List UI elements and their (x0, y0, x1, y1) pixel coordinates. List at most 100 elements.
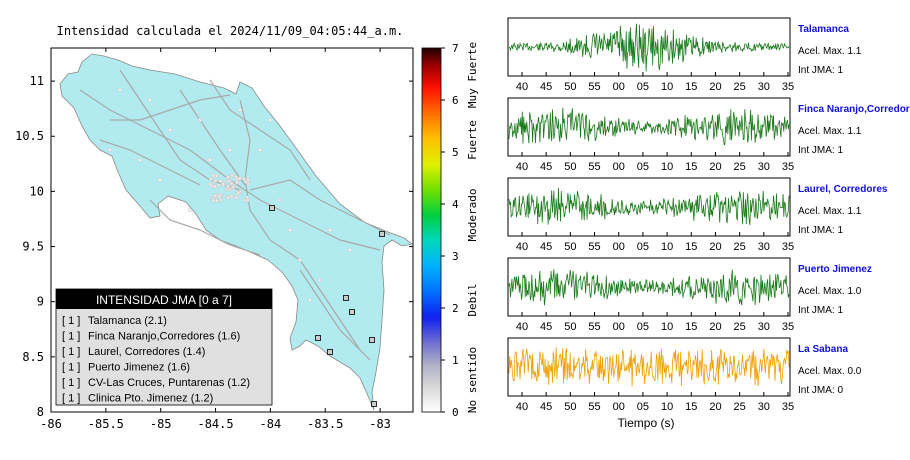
time-tick-label: 55 (588, 321, 600, 333)
waveform-panels: 40 45 50 55 00 05 10 15 20 25 30 35 Talamanca Acel. M… (507, 17, 910, 413)
station-point (211, 198, 216, 203)
time-tick-label: 35 (782, 401, 794, 413)
colorbar-tick-label: 1 (452, 354, 459, 367)
station-point (220, 182, 225, 187)
stations-layer (107, 87, 353, 303)
lon-tick-label: -85.5 (88, 417, 124, 431)
station-point (237, 107, 242, 112)
time-tick-label: 15 (685, 321, 697, 333)
time-tick-label: 40 (516, 321, 528, 333)
lon-tick-label: -85 (150, 417, 172, 431)
road (299, 269, 371, 361)
time-tick-label: 25 (734, 321, 746, 333)
colorbar-category-label: Fuerte (466, 120, 479, 160)
station-point (187, 207, 192, 212)
station-point (213, 178, 218, 183)
time-tick-label: 40 (516, 241, 528, 253)
station-point (227, 147, 232, 152)
waveform-trace (508, 347, 790, 387)
time-tick-label: 10 (661, 161, 673, 173)
road (179, 89, 246, 186)
station-point (207, 157, 212, 162)
road (249, 179, 391, 236)
legend-item-level: [ 1 ] (62, 331, 80, 343)
map-panel: -86 -85.5 -85 -84.5 -84 -83.5 -83 8 8.5 9 9.5 10 10… (15, 47, 414, 431)
colorbar-gradient (421, 47, 442, 413)
station-point (226, 179, 231, 184)
station-marker (269, 205, 275, 211)
time-tick-label: 00 (613, 81, 625, 93)
legend-item-label: Puerto Jimenez (1.6) (88, 362, 190, 374)
time-tick-label: 00 (613, 321, 625, 333)
station-point (218, 197, 223, 202)
station-int-jma: Int JMA: 1 (798, 225, 843, 236)
station-name: La Sabana (798, 344, 848, 355)
time-tick-label: 15 (685, 81, 697, 93)
latitude-axis: 8 8.5 9 9.5 10 10.5 11 (15, 74, 413, 419)
station-int-jma: Int JMA: 0 (798, 385, 843, 396)
waveform-panel: 40 45 50 55 00 05 10 15 20 25 30 35 Puerto Jimenez Ac… (507, 257, 872, 333)
time-tick-label: 05 (637, 241, 649, 253)
time-tick-label: 50 (564, 241, 576, 253)
time-tick-label: 40 (516, 401, 528, 413)
time-tick-label: 35 (782, 241, 794, 253)
map-title: Intensidad calculada el 2024/11/09_04:05… (57, 24, 404, 38)
lat-tick-label: 9.5 (22, 240, 44, 254)
time-tick-label: 05 (637, 401, 649, 413)
colorbar-tick-label: 0 (452, 406, 459, 419)
station-marker (327, 349, 333, 355)
station-acel-max: Acel. Max. 0.0 (798, 366, 862, 377)
road (209, 79, 311, 181)
station-point (268, 117, 273, 122)
station-marker (343, 295, 349, 301)
station-point (234, 180, 239, 185)
station-point (197, 117, 202, 122)
station-point (137, 157, 142, 162)
time-tick-label: 15 (685, 161, 697, 173)
waveform-frame (507, 17, 791, 77)
time-tick-label: 55 (588, 241, 600, 253)
road (239, 99, 361, 351)
legend-item-label: Finca Naranjo,Corredores (1.6) (88, 331, 240, 343)
time-tick-label: 00 (613, 161, 625, 173)
lon-tick-label: -84.5 (197, 417, 233, 431)
station-point (241, 176, 246, 181)
station-acel-max: Acel. Max. 1.1 (798, 126, 862, 137)
time-axis-label: Tiempo (s) (618, 416, 675, 430)
legend-item-label: Talamanca (2.1) (88, 315, 167, 327)
waveform-frame (507, 97, 791, 157)
time-tick-label: 45 (540, 161, 552, 173)
time-tick-label: 25 (734, 241, 746, 253)
time-tick-label: 50 (564, 81, 576, 93)
station-point (278, 197, 283, 202)
longitude-axis: -86 -85.5 -85 -84.5 -84 -83.5 -83 (40, 48, 391, 431)
station-marker (371, 401, 377, 407)
station-name: Laurel, Corredores (798, 184, 888, 195)
colorbar-category-label: No sentido (466, 347, 479, 413)
station-point (308, 298, 313, 303)
time-tick-label: 55 (588, 161, 600, 173)
station-marker (369, 337, 375, 343)
lon-tick-label: -86 (40, 417, 62, 431)
station-point (242, 198, 247, 203)
station-point (318, 278, 323, 283)
time-tick-label: 10 (661, 241, 673, 253)
lat-tick-label: 11 (30, 74, 44, 88)
colorbar-tick-label: 5 (452, 146, 459, 159)
station-point (107, 147, 112, 152)
station-acel-max: Acel. Max. 1.1 (798, 46, 862, 57)
waveform-trace (508, 107, 790, 146)
station-marker (349, 309, 355, 315)
lat-tick-label: 10 (30, 184, 44, 198)
time-tick-label: 40 (516, 81, 528, 93)
legend-item-level: [ 1 ] (62, 377, 80, 389)
station-point (217, 194, 222, 199)
time-tick-label: 45 (540, 81, 552, 93)
waveform-panel: 40 45 50 55 00 05 10 15 20 25 30 35 Laurel, Corredor… (507, 177, 888, 253)
legend-item-label: Clinica Pto. Jimenez (1.2) (88, 393, 213, 405)
station-point (231, 185, 236, 190)
time-tick-label: 55 (588, 81, 600, 93)
time-tick-label: 30 (758, 241, 770, 253)
station-point (157, 177, 162, 182)
time-tick-label: 30 (758, 401, 770, 413)
